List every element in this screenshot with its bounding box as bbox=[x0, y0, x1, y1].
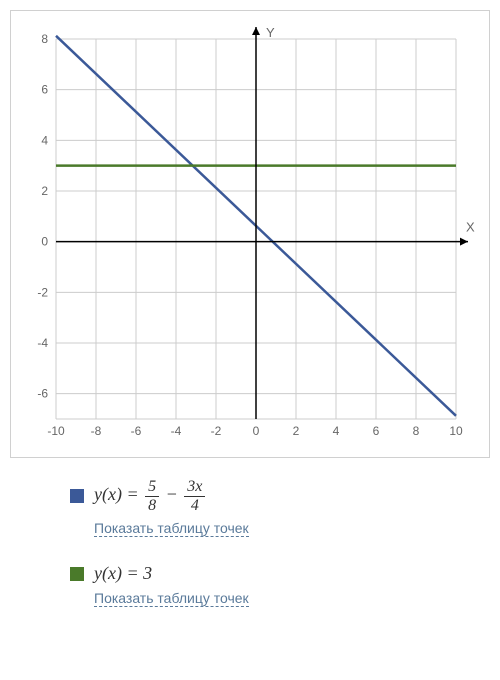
show-table-link-1[interactable]: Показать таблицу точек bbox=[94, 520, 249, 537]
svg-text:-6: -6 bbox=[131, 424, 142, 438]
svg-text:-4: -4 bbox=[171, 424, 182, 438]
legend-swatch-blue bbox=[70, 489, 84, 503]
svg-text:0: 0 bbox=[253, 424, 260, 438]
svg-text:X: X bbox=[466, 220, 475, 235]
svg-text:-10: -10 bbox=[47, 424, 65, 438]
svg-text:4: 4 bbox=[333, 424, 340, 438]
svg-text:-4: -4 bbox=[37, 336, 48, 350]
svg-text:0: 0 bbox=[41, 235, 48, 249]
legend: y(x) = 58 − 3x4 Показать таблицу точек y… bbox=[70, 478, 490, 608]
legend-item-2: y(x) = 3 Показать таблицу точек bbox=[70, 563, 490, 608]
svg-text:-6: -6 bbox=[37, 387, 48, 401]
svg-text:8: 8 bbox=[413, 424, 420, 438]
svg-text:8: 8 bbox=[41, 32, 48, 46]
legend-swatch-green bbox=[70, 567, 84, 581]
formula-op: − bbox=[161, 484, 182, 504]
legend-row-2: y(x) = 3 bbox=[70, 563, 490, 584]
svg-text:-8: -8 bbox=[91, 424, 102, 438]
fraction-1: 58 bbox=[145, 478, 159, 514]
legend-formula-2: y(x) = 3 bbox=[94, 563, 152, 584]
svg-text:4: 4 bbox=[41, 133, 48, 147]
fraction-2: 3x4 bbox=[184, 478, 205, 514]
svg-text:2: 2 bbox=[293, 424, 300, 438]
legend-item-1: y(x) = 58 − 3x4 Показать таблицу точек bbox=[70, 478, 490, 538]
legend-formula-1: y(x) = 58 − 3x4 bbox=[94, 478, 207, 514]
chart-svg: -10 -8 -6 -4 -2 0 2 4 6 8 10 -6 -4 -2 0 2 4 6 8 X Y bbox=[16, 19, 476, 449]
legend-row-1: y(x) = 58 − 3x4 bbox=[70, 478, 490, 514]
show-table-link-2[interactable]: Показать таблицу точек bbox=[94, 590, 249, 607]
chart-plot-area: -10 -8 -6 -4 -2 0 2 4 6 8 10 -6 -4 -2 0 2 4 6 8 X Y bbox=[16, 19, 476, 449]
svg-text:10: 10 bbox=[449, 424, 463, 438]
svg-text:2: 2 bbox=[41, 184, 48, 198]
svg-text:6: 6 bbox=[41, 83, 48, 97]
formula-prefix: y(x) = bbox=[94, 484, 143, 504]
chart-container: -10 -8 -6 -4 -2 0 2 4 6 8 10 -6 -4 -2 0 2 4 6 8 X Y bbox=[10, 10, 490, 458]
svg-text:-2: -2 bbox=[37, 285, 48, 299]
svg-text:6: 6 bbox=[373, 424, 380, 438]
svg-text:Y: Y bbox=[266, 25, 275, 40]
svg-text:-2: -2 bbox=[211, 424, 222, 438]
